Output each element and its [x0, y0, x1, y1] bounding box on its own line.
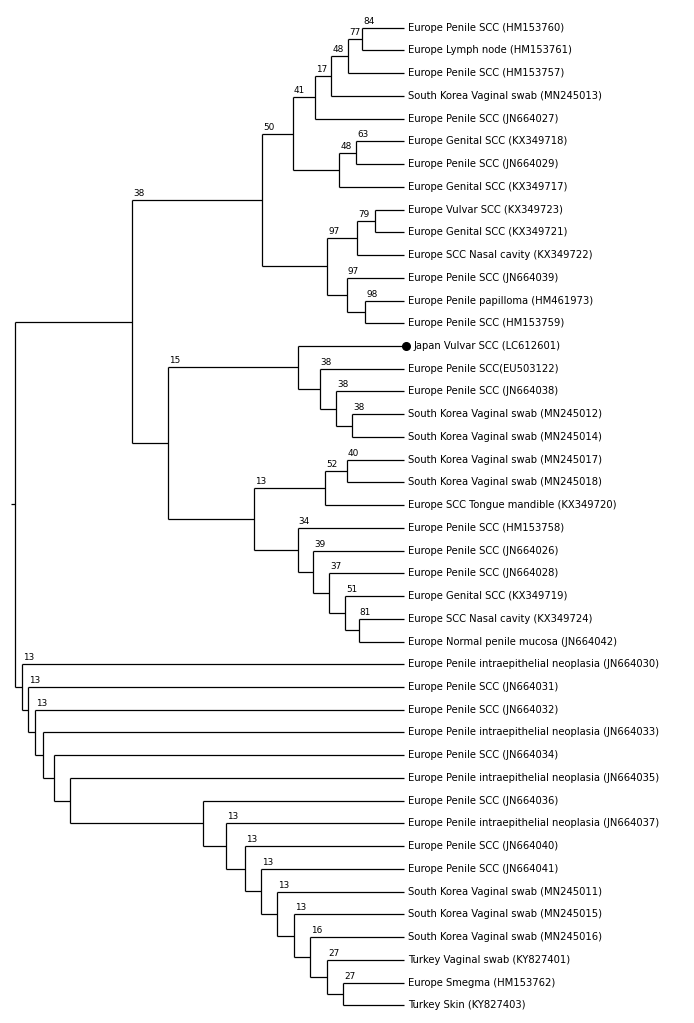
Text: South Korea Vaginal swab (MN245013): South Korea Vaginal swab (MN245013) — [407, 91, 602, 101]
Text: 15: 15 — [169, 356, 180, 365]
Text: 48: 48 — [332, 45, 344, 54]
Text: 37: 37 — [330, 563, 341, 571]
Text: 13: 13 — [23, 654, 34, 662]
Text: Europe Penile intraepithelial neoplasia (JN664037): Europe Penile intraepithelial neoplasia … — [407, 818, 659, 829]
Text: Europe Penile SCC (JN664032): Europe Penile SCC (JN664032) — [407, 705, 558, 715]
Text: 40: 40 — [348, 449, 359, 457]
Text: Europe Penile SCC (HM153757): Europe Penile SCC (HM153757) — [407, 69, 564, 78]
Text: Turkey Vaginal swab (KY827401): Turkey Vaginal swab (KY827401) — [407, 954, 570, 965]
Text: Europe Penile SCC (JN664036): Europe Penile SCC (JN664036) — [407, 796, 558, 806]
Text: 17: 17 — [316, 65, 328, 74]
Text: Europe SCC Nasal cavity (KX349724): Europe SCC Nasal cavity (KX349724) — [407, 614, 592, 624]
Text: Europe Genital SCC (KX349718): Europe Genital SCC (KX349718) — [407, 136, 567, 146]
Text: 97: 97 — [329, 227, 340, 236]
Text: 77: 77 — [349, 28, 360, 37]
Text: Europe Genital SCC (KX349721): Europe Genital SCC (KX349721) — [407, 227, 567, 237]
Text: Europe Penile SCC (JN664029): Europe Penile SCC (JN664029) — [407, 160, 558, 169]
Text: 13: 13 — [278, 881, 289, 890]
Text: Europe Genital SCC (KX349717): Europe Genital SCC (KX349717) — [407, 182, 567, 192]
Text: Europe Vulvar SCC (KX349723): Europe Vulvar SCC (KX349723) — [407, 205, 563, 215]
Text: Europe Penile SCC (JN664034): Europe Penile SCC (JN664034) — [407, 750, 558, 760]
Text: 52: 52 — [326, 460, 337, 469]
Text: 79: 79 — [359, 210, 370, 219]
Text: South Korea Vaginal swab (MN245016): South Korea Vaginal swab (MN245016) — [407, 932, 602, 942]
Text: South Korea Vaginal swab (MN245017): South Korea Vaginal swab (MN245017) — [407, 454, 602, 464]
Text: Europe Penile intraepithelial neoplasia (JN664035): Europe Penile intraepithelial neoplasia … — [407, 773, 659, 783]
Text: 98: 98 — [366, 290, 378, 299]
Text: 41: 41 — [294, 86, 305, 95]
Text: Europe Penile SCC (JN664038): Europe Penile SCC (JN664038) — [407, 387, 558, 397]
Text: Europe Lymph node (HM153761): Europe Lymph node (HM153761) — [407, 45, 572, 55]
Text: Turkey Skin (KY827403): Turkey Skin (KY827403) — [407, 1000, 525, 1011]
Text: 48: 48 — [341, 142, 352, 150]
Text: South Korea Vaginal swab (MN245014): South Korea Vaginal swab (MN245014) — [407, 432, 602, 442]
Text: 81: 81 — [359, 608, 371, 617]
Text: Europe Penile SCC (JN664026): Europe Penile SCC (JN664026) — [407, 545, 558, 555]
Text: 50: 50 — [264, 123, 275, 132]
Text: 13: 13 — [227, 812, 239, 821]
Text: Europe Penile SCC (JN664040): Europe Penile SCC (JN664040) — [407, 841, 558, 851]
Text: Europe Penile intraepithelial neoplasia (JN664033): Europe Penile intraepithelial neoplasia … — [407, 727, 659, 738]
Text: Europe Penile papilloma (HM461973): Europe Penile papilloma (HM461973) — [407, 296, 593, 306]
Text: 97: 97 — [348, 267, 359, 276]
Text: 13: 13 — [246, 835, 257, 844]
Text: Europe Genital SCC (KX349719): Europe Genital SCC (KX349719) — [407, 591, 567, 602]
Text: Europe Normal penile mucosa (JN664042): Europe Normal penile mucosa (JN664042) — [407, 636, 617, 647]
Text: 13: 13 — [255, 477, 266, 486]
Text: 38: 38 — [321, 358, 332, 366]
Text: 38: 38 — [134, 189, 145, 198]
Text: 13: 13 — [29, 676, 40, 685]
Text: 34: 34 — [299, 517, 310, 526]
Text: 38: 38 — [353, 403, 364, 412]
Text: Europe Penile SCC(EU503122): Europe Penile SCC(EU503122) — [407, 364, 558, 373]
Text: Europe Penile SCC (HM153758): Europe Penile SCC (HM153758) — [407, 523, 564, 533]
Text: South Korea Vaginal swab (MN245015): South Korea Vaginal swab (MN245015) — [407, 909, 602, 920]
Text: 27: 27 — [328, 948, 339, 958]
Text: 13: 13 — [295, 903, 306, 913]
Text: Japan Vulvar SCC (LC612601): Japan Vulvar SCC (LC612601) — [413, 341, 560, 351]
Text: Europe SCC Nasal cavity (KX349722): Europe SCC Nasal cavity (KX349722) — [407, 250, 592, 260]
Text: 13: 13 — [262, 858, 273, 866]
Text: Europe Penile intraepithelial neoplasia (JN664030): Europe Penile intraepithelial neoplasia … — [407, 659, 659, 669]
Text: Europe Penile SCC (HM153759): Europe Penile SCC (HM153759) — [407, 318, 564, 328]
Text: 38: 38 — [337, 381, 348, 390]
Text: Europe Penile SCC (JN664027): Europe Penile SCC (JN664027) — [407, 114, 558, 124]
Text: Europe Penile SCC (JN664039): Europe Penile SCC (JN664039) — [407, 273, 558, 282]
Text: 16: 16 — [312, 926, 323, 935]
Text: Europe SCC Tongue mandible (KX349720): Europe SCC Tongue mandible (KX349720) — [407, 500, 616, 510]
Text: 84: 84 — [364, 16, 375, 26]
Text: 63: 63 — [357, 130, 369, 139]
Text: Europe Penile SCC (JN664028): Europe Penile SCC (JN664028) — [407, 569, 558, 578]
Text: Europe Penile SCC (JN664031): Europe Penile SCC (JN664031) — [407, 682, 558, 692]
Text: Europe Smegma (HM153762): Europe Smegma (HM153762) — [407, 978, 555, 987]
Text: 27: 27 — [344, 972, 355, 980]
Text: 13: 13 — [36, 699, 47, 708]
Text: South Korea Vaginal swab (MN245011): South Korea Vaginal swab (MN245011) — [407, 887, 602, 896]
Text: Europe Penile SCC (JN664041): Europe Penile SCC (JN664041) — [407, 863, 558, 874]
Text: South Korea Vaginal swab (MN245012): South Korea Vaginal swab (MN245012) — [407, 409, 602, 419]
Text: South Korea Vaginal swab (MN245018): South Korea Vaginal swab (MN245018) — [407, 478, 602, 487]
Text: 39: 39 — [314, 539, 325, 548]
Text: Europe Penile SCC (HM153760): Europe Penile SCC (HM153760) — [407, 23, 564, 33]
Text: 51: 51 — [346, 585, 357, 594]
